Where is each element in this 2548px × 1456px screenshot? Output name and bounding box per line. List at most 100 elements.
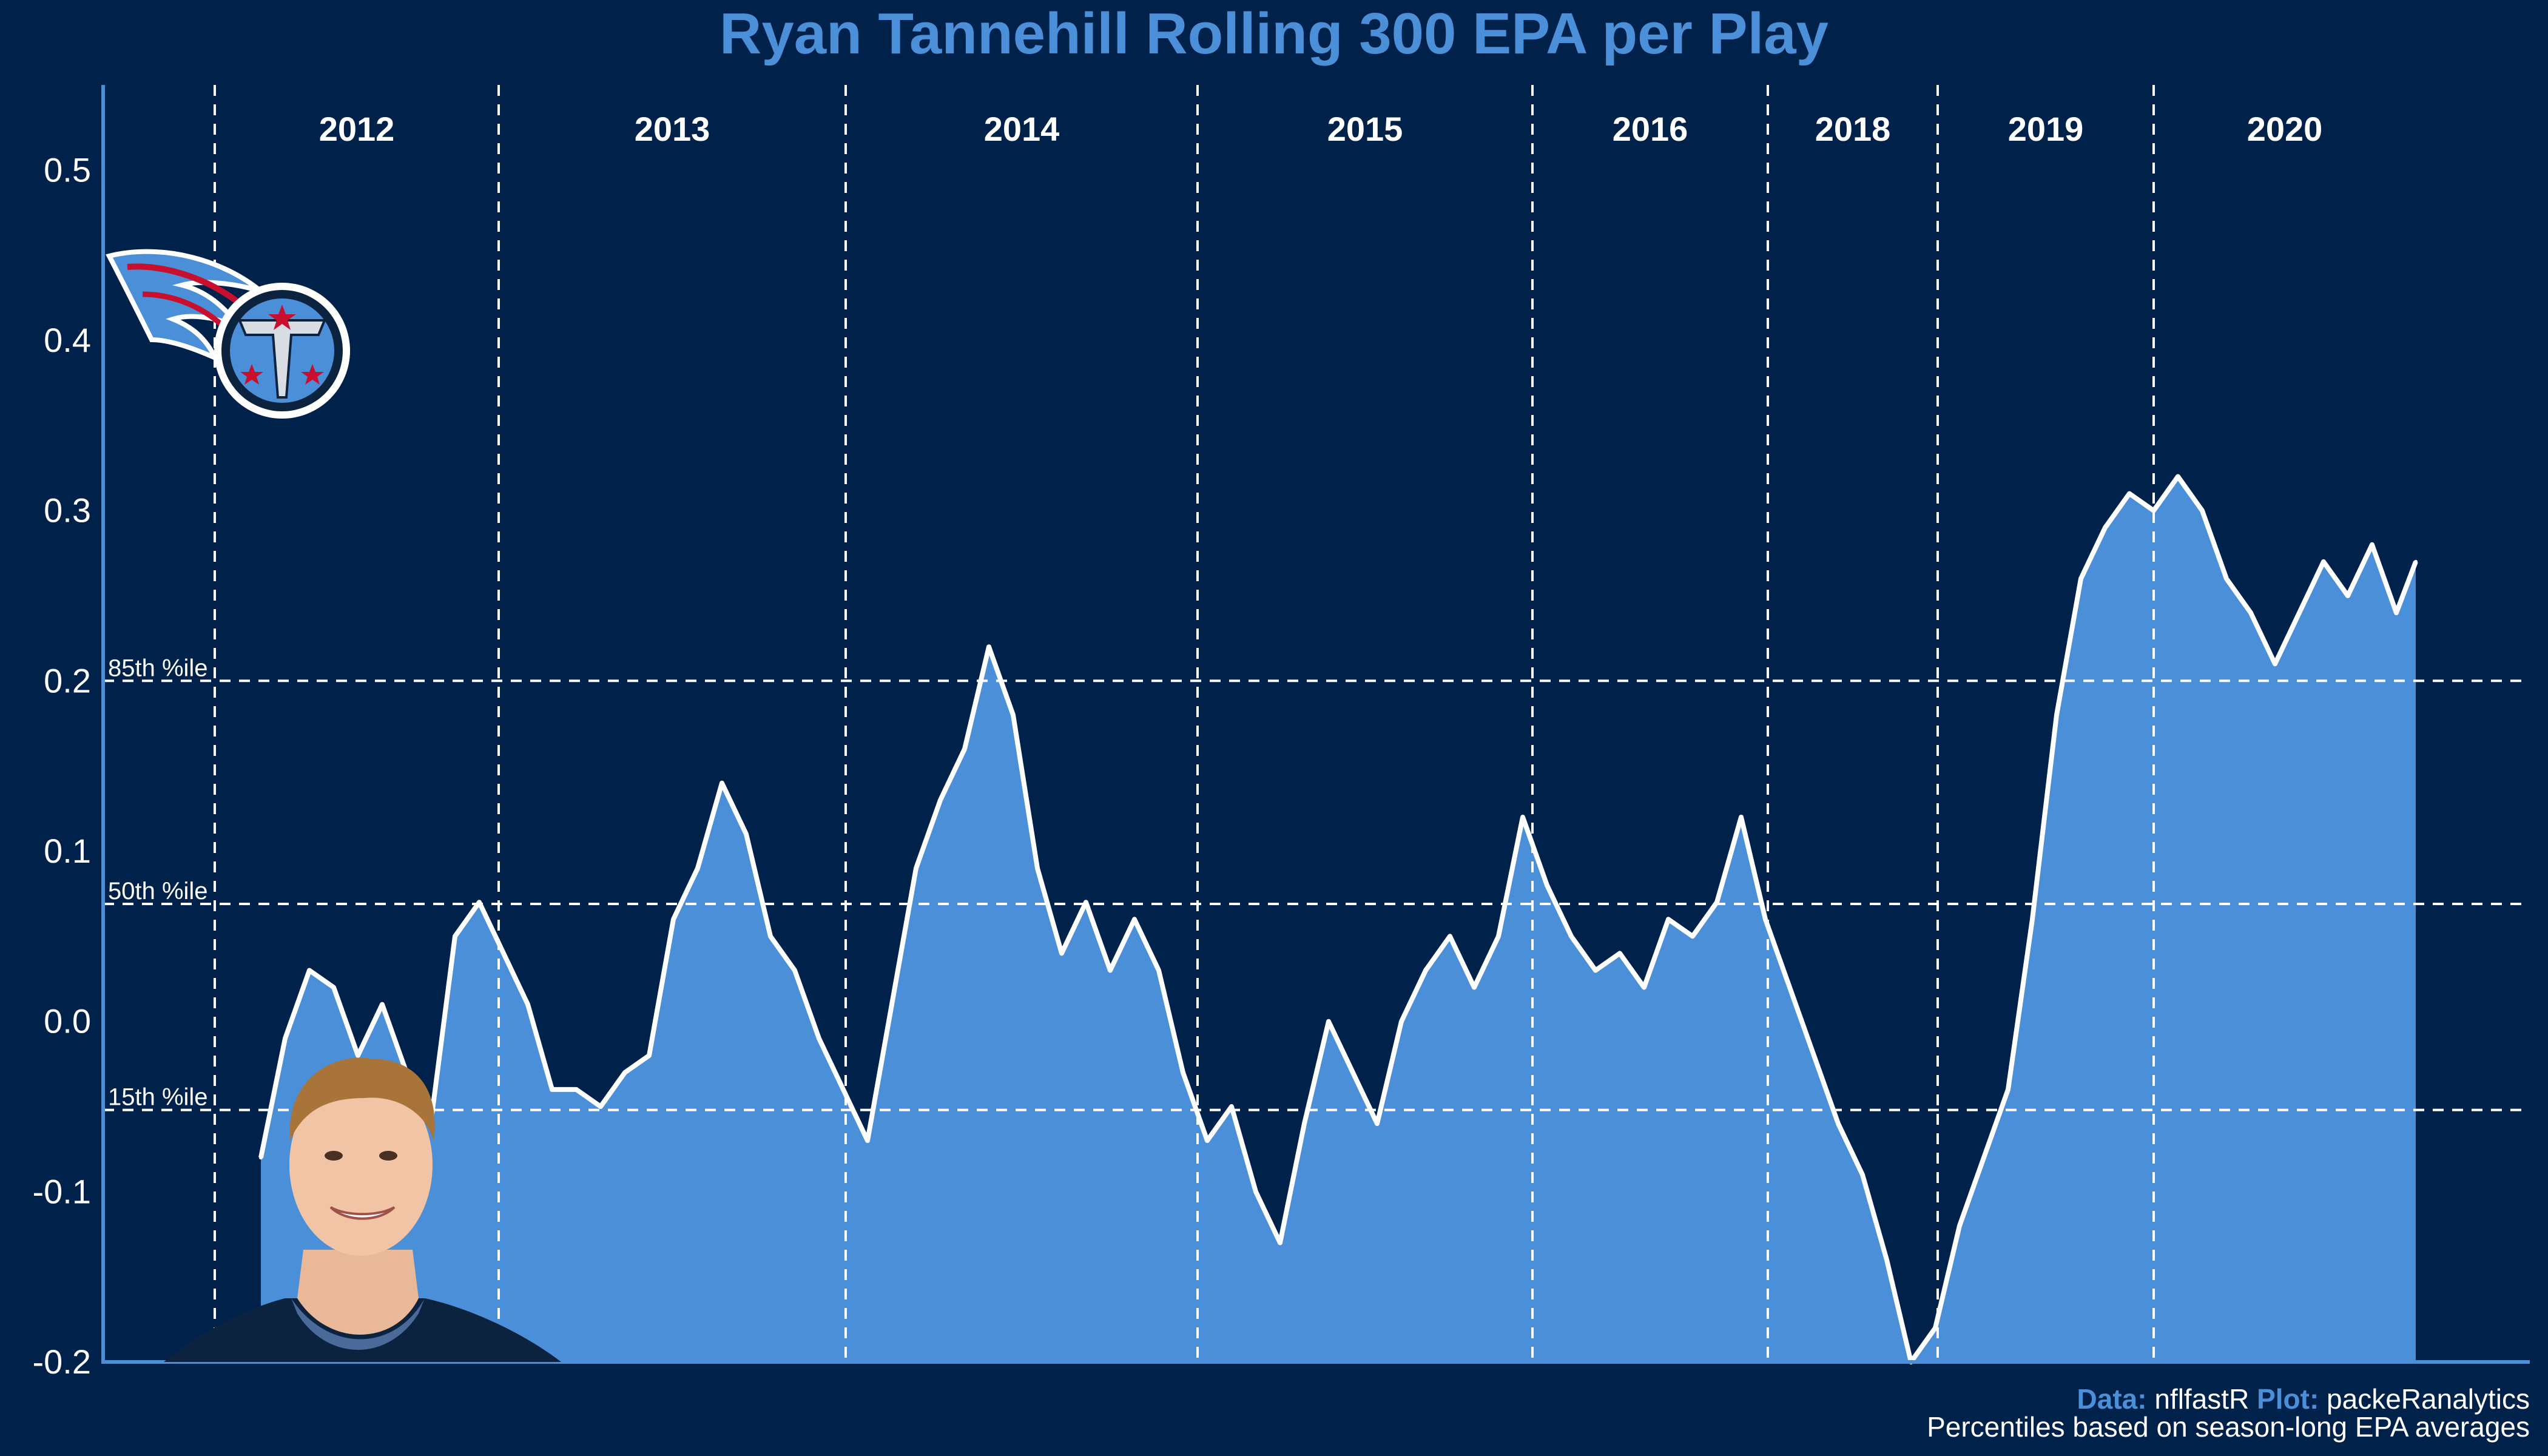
data-point (939, 798, 942, 802)
data-point (2079, 576, 2083, 581)
data-point (1448, 934, 1452, 939)
caption-plot-label: Plot: (2249, 1383, 2319, 1415)
y-tick-label: 0.1 (44, 832, 91, 870)
data-point (1958, 1224, 1961, 1228)
data-point (1691, 934, 1694, 939)
data-point (1036, 866, 1039, 871)
data-point (1327, 1019, 1330, 1023)
data-point (1424, 968, 1427, 972)
caption-credits: Data: nflfastR Plot: packeRanalytics (2077, 1383, 2530, 1415)
data-point (1157, 968, 1161, 972)
data-point (987, 645, 991, 649)
data-point (1788, 985, 1791, 989)
data-point (2128, 491, 2131, 496)
data-point (2103, 525, 2107, 530)
data-point (1084, 900, 1088, 905)
data-point (817, 1036, 821, 1040)
data-point (526, 1002, 530, 1006)
data-point (2395, 611, 2398, 615)
percentile-label: 50th %ile (108, 878, 208, 905)
data-point (502, 951, 505, 956)
data-point (308, 968, 311, 972)
data-point (1351, 1070, 1355, 1074)
data-point (550, 1087, 554, 1091)
data-point (1836, 1122, 1840, 1126)
y-tick-label: 0.0 (44, 1002, 91, 1040)
y-tick-label: 0.2 (44, 661, 91, 699)
chart-title: Ryan Tannehill Rolling 300 EPA per Play (720, 1, 1828, 66)
caption-data-value: nflfastR (2147, 1383, 2250, 1415)
data-point (1569, 934, 1573, 939)
data-point (647, 1053, 651, 1057)
season-label: 2014 (984, 110, 1060, 148)
season-label: 2012 (319, 110, 395, 148)
y-tick-label: -0.1 (33, 1172, 92, 1210)
data-point (2370, 542, 2374, 547)
season-label: 2020 (2247, 110, 2323, 148)
season-label: 2019 (2008, 110, 2084, 148)
data-point (866, 1139, 869, 1143)
data-point (1375, 1122, 1379, 1126)
data-point (1472, 985, 1476, 989)
data-point (1400, 1019, 1403, 1023)
data-point (1303, 1122, 1306, 1126)
data-point (1278, 1241, 1282, 1245)
data-point (1933, 1326, 1937, 1330)
percentile-lines: 85th %ile 50th %ile 15th %ile (103, 655, 2530, 1111)
data-point (575, 1087, 578, 1091)
data-point (599, 1105, 602, 1108)
data-point (2200, 508, 2204, 513)
data-point (720, 781, 724, 785)
data-point (1108, 968, 1112, 972)
data-point (1133, 917, 1136, 922)
data-point (1861, 1173, 1864, 1177)
epa-line (258, 474, 2418, 1364)
data-point (356, 1053, 360, 1057)
data-point (1497, 934, 1500, 939)
data-point (1545, 883, 1549, 888)
data-point (283, 1036, 287, 1040)
data-point (1254, 1190, 1258, 1194)
data-point (696, 866, 699, 871)
data-point (1594, 968, 1597, 972)
y-axis-ticks: 0.5 0.4 0.3 0.2 0.1 0.0 -0.1 -0.2 (33, 150, 92, 1381)
data-point (914, 866, 918, 871)
data-point (1618, 951, 1622, 956)
data-point (2176, 474, 2180, 479)
data-point (453, 934, 457, 939)
data-point (672, 917, 675, 922)
data-point (744, 832, 748, 836)
y-tick-label: 0.5 (44, 150, 91, 189)
player-headshot (164, 1057, 561, 1362)
data-point (963, 747, 966, 751)
data-point (2031, 917, 2034, 922)
data-point (2006, 1087, 2010, 1091)
area-layer (258, 474, 2418, 1364)
data-point (2225, 576, 2228, 581)
data-point (1982, 1156, 1986, 1160)
data-point (1642, 985, 1646, 989)
data-point (1181, 1070, 1185, 1074)
data-point (2346, 594, 2350, 598)
caption-note: Percentiles based on season-long EPA ave… (1927, 1411, 2530, 1443)
data-point (259, 1156, 263, 1160)
percentile-label: 15th %ile (108, 1084, 208, 1111)
percentile-label: 85th %ile (108, 655, 208, 681)
season-label: 2013 (635, 110, 710, 148)
data-point (1885, 1258, 1889, 1262)
titans-logo (106, 249, 350, 419)
data-point (623, 1070, 627, 1074)
season-label: 2018 (1815, 110, 1891, 148)
y-tick-label: -0.2 (33, 1343, 92, 1381)
caption-plot-value: packeRanalytics (2319, 1383, 2530, 1415)
data-point (793, 968, 797, 972)
caption: Data: nflfastR Plot: packeRanalytics Per… (1927, 1383, 2530, 1443)
data-point (1011, 713, 1015, 717)
data-point (1739, 815, 1743, 819)
data-point (1060, 951, 1063, 956)
data-point (2055, 713, 2058, 717)
data-point (2152, 508, 2155, 513)
data-point (1230, 1105, 1233, 1108)
season-labels: 2012 2013 2014 2015 2016 2018 2019 2020 (319, 110, 2323, 148)
